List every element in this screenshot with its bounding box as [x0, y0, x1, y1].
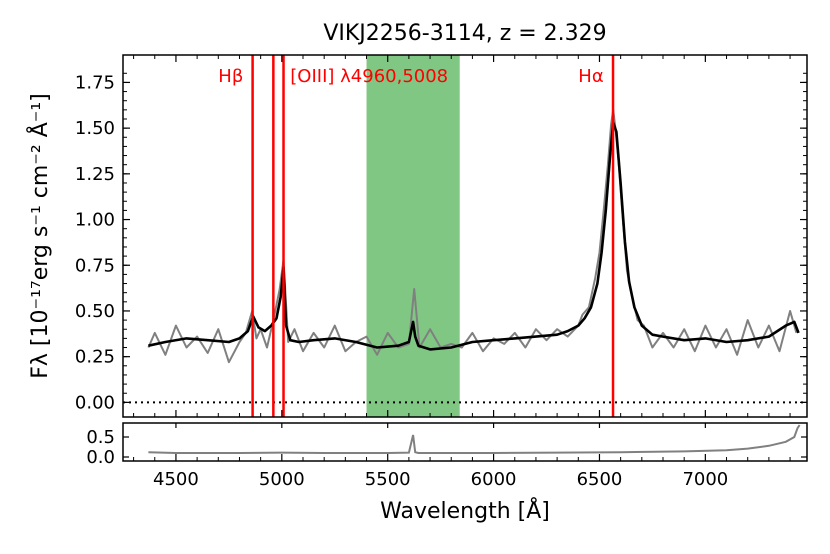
residual-plot-area	[123, 423, 807, 461]
y-tick-label: 1.25	[75, 164, 115, 185]
x-tick-label: 7000	[682, 469, 728, 490]
observed-spectrum-line	[147, 108, 798, 364]
y-tick-label: 1.75	[75, 72, 115, 93]
emission-line-label: Hβ	[218, 66, 243, 87]
emission-line-label: Hα	[578, 66, 603, 87]
x-axis-title: Wavelength [Å]	[380, 497, 550, 524]
y-axis-title: Fλ [10⁻¹⁷erg s⁻¹ cm⁻² Å⁻¹]	[26, 93, 53, 379]
x-tick-label: 5500	[365, 469, 411, 490]
x-tick-label: 6500	[577, 469, 623, 490]
res-y-tick-label: 0.5	[86, 427, 115, 448]
emission-line-label: [OIII] λ4960,5008	[290, 66, 448, 87]
y-tick-label: 0.00	[75, 392, 115, 413]
y-tick-label: 1.50	[75, 118, 115, 139]
y-tick-label: 1.00	[75, 210, 115, 231]
main-plot-area	[123, 55, 807, 417]
x-tick-label: 4500	[153, 469, 199, 490]
chart-title: VIKJ2256-3114, z = 2.329	[323, 21, 606, 46]
shaded-wavelength-region	[366, 55, 460, 417]
noise-spectrum-line	[148, 424, 801, 454]
res-y-tick-label: 0.0	[86, 447, 115, 468]
y-tick-label: 0.25	[75, 347, 115, 368]
main-plot-frame	[122, 54, 808, 418]
residual-plot-frame	[122, 422, 808, 462]
main-panel: Hβ [OIII] λ4960,5008 Hα 0.00 0.25 0.50 0.75 1.0…	[75, 54, 808, 418]
residual-panel: 0.00.5	[86, 422, 808, 468]
y-tick-label: 0.75	[75, 255, 115, 276]
x-tick-label: 6000	[471, 469, 517, 490]
y-tick-label: 0.50	[75, 301, 115, 322]
smoothed-spectrum-line	[148, 121, 800, 351]
x-tick-label: 5000	[259, 469, 305, 490]
